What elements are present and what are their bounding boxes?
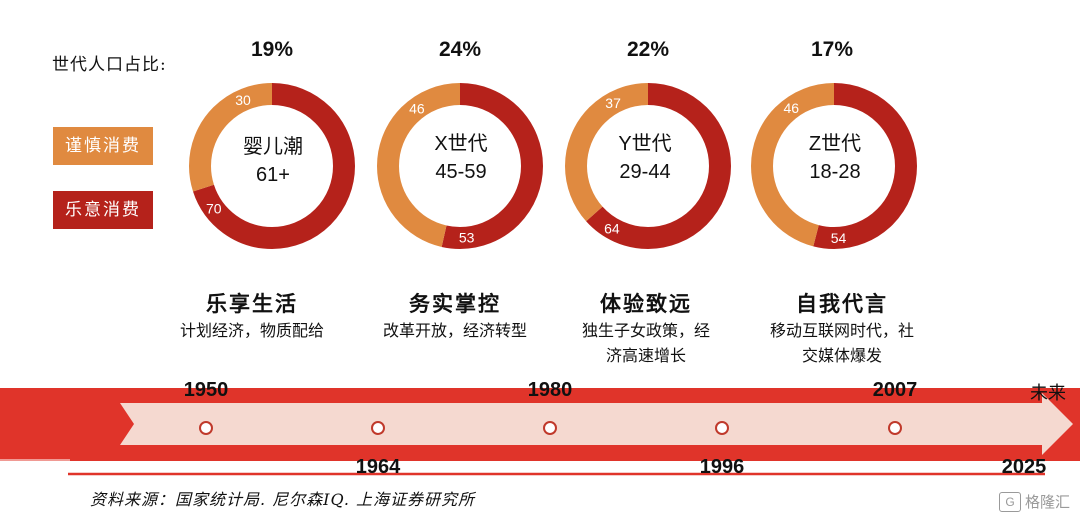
era-desc-line: 交媒体爆发 [801,346,882,365]
donut-charts: 70 30 53 46 64 37 54 46 [189,83,917,249]
data-label-willing-genx: 53 [459,230,475,246]
era-title-boomer: 乐享生活 [206,291,298,316]
share-genx: 24% [438,38,482,61]
year-top: 2007 [872,379,918,401]
gen-age-boomer: 61+ [256,164,290,186]
legend-cautious: 谨慎消费 [53,127,153,165]
data-label-willing-boomer: 70 [206,200,222,216]
data-label-willing-genz: 54 [831,230,847,246]
share-genz: 17% [810,38,854,61]
era-desc-line: 独生子女政策，经 [581,321,710,340]
logo-icon: G [998,491,1021,512]
data-label-cautious-genx: 46 [409,100,425,116]
future-label: 未来 [1030,383,1066,404]
timeline-dot [543,421,557,435]
data-label-cautious-genz: 46 [783,100,799,116]
share-geny: 22% [626,38,670,61]
timeline-arrow [120,393,1073,455]
legend-willing: 乐意消费 [53,191,153,229]
era-desc-line: 移动互联网时代，社 [769,321,914,340]
center-boomer: 婴儿潮 61+ [203,133,343,189]
timeline-dot [371,421,385,435]
data-label-cautious-boomer: 30 [235,92,251,108]
center-genz: Z世代 18-28 [765,130,905,186]
gen-age-genz: 18-28 [809,161,861,183]
gen-name-geny: Y世代 [618,133,672,155]
share-label: 世代人口占比: [52,55,167,75]
era-desc-geny: 独生子女政策，经 济高速增长 [546,318,746,368]
timeline-dot [199,421,213,435]
timeline [0,388,1080,476]
era-desc-line: 改革开放，经济转型 [382,321,527,340]
data-label-willing-geny: 64 [604,220,620,236]
slice-cautious-geny [565,83,731,249]
gen-age-geny: 29-44 [619,161,671,183]
timeline-dot [888,421,902,435]
slice-cautious-genz [751,83,917,249]
watermark: G 格隆汇 [998,491,1070,512]
slice-cautious-boomer [189,83,355,249]
year-bottom: 1964 [355,456,401,478]
center-geny: Y世代 29-44 [575,130,715,186]
era-title-geny: 体验致远 [600,291,692,316]
gen-name-genz: Z世代 [808,133,862,155]
era-title-genx: 务实掌控 [409,291,501,316]
era-desc-genx: 改革开放，经济转型 [355,318,555,343]
gen-name-genx: X世代 [434,133,488,155]
source-note: 资料来源：国家统计局. 尼尔森IQ. 上海证券研究所 [90,490,475,509]
slice-cautious-genx [377,83,543,249]
era-title-genz: 自我代言 [796,291,888,316]
watermark-text: 格隆汇 [1024,494,1070,511]
year-bottom: 1996 [699,456,745,478]
center-genx: X世代 45-59 [391,130,531,186]
year-top: 1980 [527,379,573,401]
era-desc-boomer: 计划经济，物质配给 [152,318,352,343]
share-boomer: 19% [250,38,294,61]
era-desc-genz: 移动互联网时代，社 交媒体爆发 [742,318,942,368]
era-desc-line: 济高速增长 [605,346,686,365]
data-label-cautious-geny: 37 [605,95,621,111]
gen-name-boomer: 婴儿潮 [243,136,303,158]
year-bottom: 2025 [1001,456,1047,478]
year-top: 1950 [183,379,229,401]
gen-age-genx: 45-59 [435,161,487,183]
timeline-dot [715,421,729,435]
era-desc-line: 计划经济，物质配给 [179,321,324,340]
